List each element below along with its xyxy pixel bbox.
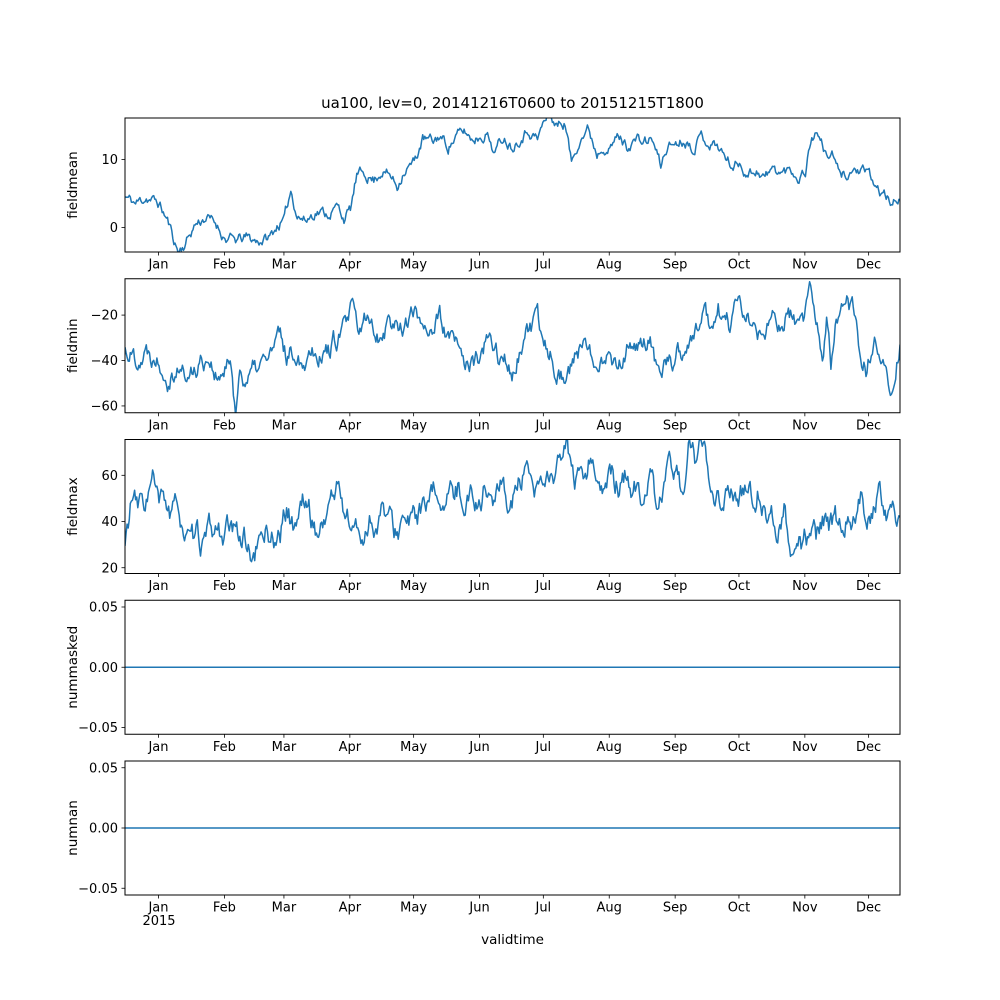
x-tick-label: Aug: [597, 901, 622, 916]
x-tick-label: Aug: [597, 258, 622, 273]
y-axis-label-fieldmean: fieldmean: [65, 151, 81, 218]
x-axis-label: validtime: [481, 932, 544, 948]
x-tick-label: Sep: [663, 740, 688, 755]
x-tick-label: Feb: [213, 418, 236, 433]
x-tick-label: Oct: [728, 258, 750, 273]
x-tick-label: Jul: [534, 901, 551, 916]
x-tick-label: Jun: [468, 740, 489, 755]
x-tick-label: Aug: [597, 740, 622, 755]
x-tick-label: Aug: [597, 579, 622, 594]
x-tick-label: Oct: [728, 418, 750, 433]
x-tick-label: Dec: [856, 258, 881, 273]
x-tick-label: Sep: [663, 901, 688, 916]
y-tick-label: 0.00: [89, 661, 118, 676]
x-tick-label: May: [400, 740, 427, 755]
y-axis-label-numnan: numnan: [65, 800, 81, 856]
x-tick-label: Mar: [272, 901, 297, 916]
x-tick-label: Nov: [792, 901, 818, 916]
subplot-fieldmax: 20 40 60 Jan Feb Mar Apr May Jun Jul Aug Sep Oct Nov D…: [65, 439, 901, 594]
x-tick-label: Jul: [534, 418, 551, 433]
x-tick-label: Sep: [663, 258, 688, 273]
x-tick-label: Nov: [792, 740, 818, 755]
y-tick-label: 10: [101, 153, 118, 168]
x-tick-label: Dec: [856, 579, 881, 594]
x-tick-label: Sep: [663, 418, 688, 433]
subplot-fieldmean: 0 10 Jan Feb Mar Apr May Jun Jul Aug Sep Oct Nov Dec f…: [65, 117, 901, 273]
x-tick-label: Nov: [792, 258, 818, 273]
x-tick-label: Mar: [272, 258, 297, 273]
x-tick-label: Nov: [792, 418, 818, 433]
x-tick-label: Apr: [339, 740, 362, 755]
x-tick-label: Jan: [147, 740, 168, 755]
x-tick-label: Jun: [468, 258, 489, 273]
y-axis-label-fieldmax: fieldmax: [65, 477, 81, 536]
x-tick-label: Dec: [856, 740, 881, 755]
x-tick-label: Feb: [213, 579, 236, 594]
series-line-fieldmax: [125, 439, 900, 563]
x-tick-label: Apr: [339, 901, 362, 916]
x-tick-label: Apr: [339, 418, 362, 433]
x-tick-label: Apr: [339, 258, 362, 273]
x-tick-label: Jul: [534, 579, 551, 594]
x-tick-label: Jan: [147, 418, 168, 433]
x-tick-label: May: [400, 418, 427, 433]
subplot-fieldmin: −60 −40 −20 Jan Feb Mar Apr May Jun Jul Aug Sep Oct N…: [65, 278, 901, 433]
x-tick-label: Dec: [856, 418, 881, 433]
x-tick-label: Mar: [272, 579, 297, 594]
series-line-fieldmean: [125, 118, 900, 252]
subplot-numnan: −0.05 0.00 0.05 Jan Feb Mar Apr May Jun Jul Aug Sep…: [65, 760, 901, 916]
x-tick-label: Jun: [468, 418, 489, 433]
y-tick-label: −0.05: [78, 721, 118, 736]
subplot-nummasked: −0.05 0.00 0.05 Jan Feb Mar Apr May Jun Jul Aug Sep…: [65, 599, 901, 755]
x-tick-label: Oct: [728, 740, 750, 755]
x-tick-label: Jun: [468, 901, 489, 916]
x-tick-label: Oct: [728, 901, 750, 916]
x-tick-label: Oct: [728, 579, 750, 594]
x-tick-label: Mar: [272, 418, 297, 433]
x-tick-label: May: [400, 901, 427, 916]
x-tick-label: Aug: [597, 418, 622, 433]
axes-frame: [124, 599, 901, 735]
axes-frame: [124, 439, 901, 574]
x-tick-label: Nov: [792, 579, 818, 594]
x-tick-label: Jul: [534, 740, 551, 755]
y-tick-label: −40: [91, 354, 118, 369]
x-tick-label: Jun: [468, 579, 489, 594]
y-axis-label-fieldmin: fieldmin: [65, 318, 81, 373]
y-tick-label: 0: [110, 221, 118, 236]
axes-frame: [124, 117, 901, 253]
x-tick-label: Feb: [213, 901, 236, 916]
y-tick-label: 0.00: [89, 822, 118, 837]
x-tick-label: Jan: [147, 579, 168, 594]
y-tick-label: −20: [91, 309, 118, 324]
x-tick-label: Apr: [339, 579, 362, 594]
x-tick-label: Mar: [272, 740, 297, 755]
y-tick-label: 0.05: [89, 601, 118, 616]
x-tick-label: Feb: [213, 258, 236, 273]
x-tick-label: Jan: [147, 901, 168, 916]
axes-frame: [124, 760, 901, 896]
x-axis-year-label: 2015: [142, 914, 176, 929]
y-tick-label: 20: [101, 561, 118, 576]
series-line-fieldmin: [125, 280, 900, 413]
chart-title: ua100, lev=0, 20141216T0600 to 20151215T…: [321, 94, 704, 112]
x-tick-label: Jan: [147, 258, 168, 273]
x-tick-label: Jul: [534, 258, 551, 273]
y-tick-label: 40: [101, 515, 118, 530]
y-tick-label: 0.05: [89, 761, 118, 776]
y-tick-label: 60: [101, 469, 118, 484]
x-tick-label: May: [400, 579, 427, 594]
x-tick-label: May: [400, 258, 427, 273]
y-tick-label: −60: [91, 399, 118, 414]
x-tick-label: Feb: [213, 740, 236, 755]
x-tick-label: Sep: [663, 579, 688, 594]
x-tick-label: Dec: [856, 901, 881, 916]
axes-frame: [124, 278, 901, 414]
y-axis-label-nummasked: nummasked: [65, 626, 81, 709]
y-tick-label: −0.05: [78, 882, 118, 897]
